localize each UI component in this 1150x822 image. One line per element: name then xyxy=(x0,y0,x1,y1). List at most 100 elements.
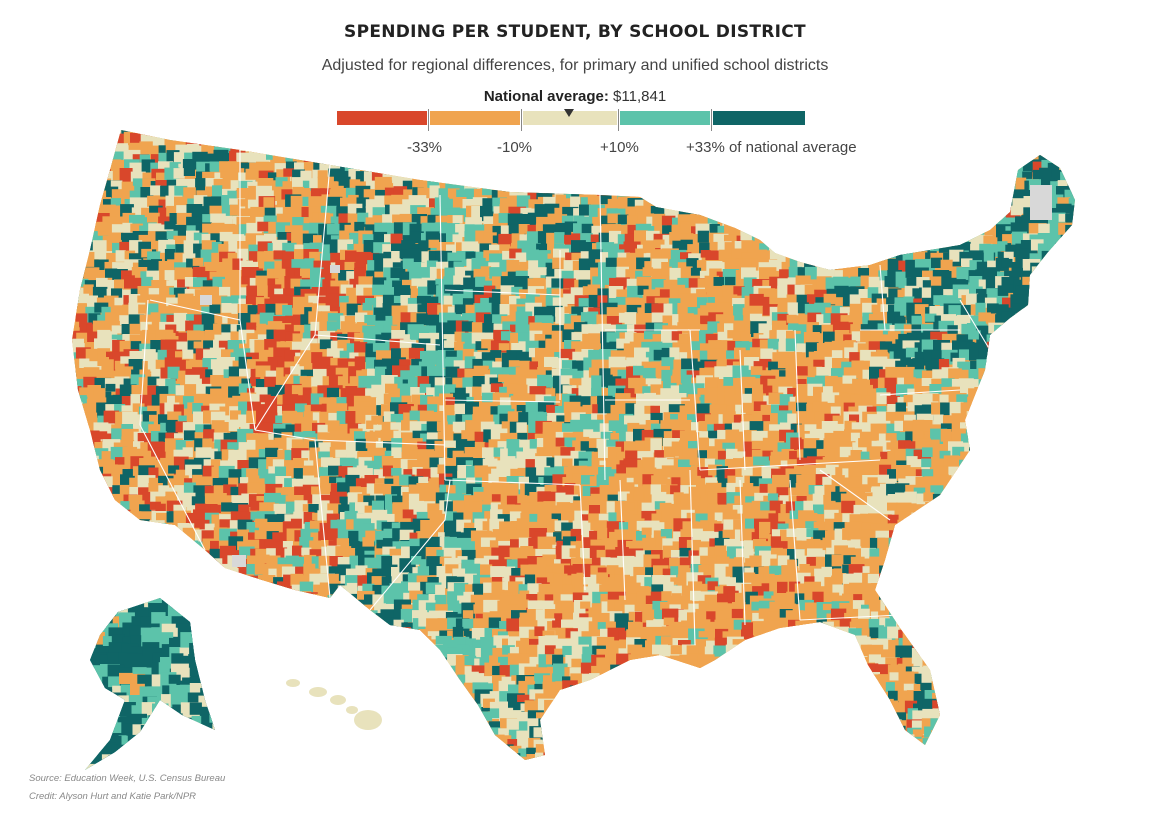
district-cell xyxy=(1006,430,1023,443)
district-cell xyxy=(844,251,856,265)
district-cell xyxy=(984,204,1000,223)
district-cell xyxy=(852,168,870,191)
district-cell xyxy=(931,257,943,268)
district-cell xyxy=(895,176,906,185)
district-cell xyxy=(1076,178,1092,194)
district-cell xyxy=(867,223,880,233)
district-cell xyxy=(84,189,99,208)
district-cell xyxy=(119,514,137,528)
district-cell xyxy=(497,167,510,177)
district-cell xyxy=(1060,442,1075,465)
district-cell xyxy=(121,518,138,536)
district-cell xyxy=(302,180,313,191)
district-cell xyxy=(481,167,496,178)
district-cell xyxy=(400,161,412,174)
district-cell xyxy=(528,199,539,209)
district-cell xyxy=(893,224,911,238)
district-cell xyxy=(995,492,1006,505)
district-cell xyxy=(1055,267,1067,282)
district-cell xyxy=(1047,477,1060,488)
district-cell xyxy=(1076,222,1091,237)
district-cell xyxy=(940,429,952,442)
district-cell xyxy=(902,171,915,186)
district-cell xyxy=(850,185,864,201)
district-cell xyxy=(1014,376,1029,394)
district-cell xyxy=(1038,322,1056,337)
district-cell xyxy=(292,132,303,145)
district-cell xyxy=(518,224,530,234)
district-cell xyxy=(309,142,324,155)
district-cell xyxy=(987,447,1000,460)
district-cell xyxy=(968,170,982,182)
district-cell xyxy=(812,180,831,193)
district-cell xyxy=(464,224,475,235)
district-cell xyxy=(956,487,973,501)
district-cell xyxy=(794,162,813,179)
district-cell xyxy=(839,167,852,182)
district-cell xyxy=(1068,304,1075,321)
district-cell xyxy=(834,154,851,173)
district-cell xyxy=(1076,290,1094,303)
district-cell xyxy=(1056,403,1072,417)
district-cell xyxy=(969,446,986,467)
district-cell xyxy=(848,384,859,394)
district-cell xyxy=(84,154,97,167)
district-cell xyxy=(72,130,77,141)
district-cell xyxy=(942,505,959,518)
district-cell xyxy=(1069,233,1075,248)
district-cell xyxy=(993,135,1008,150)
district-cell xyxy=(984,503,997,512)
district-cell xyxy=(194,330,205,342)
district-cell xyxy=(1039,339,1050,349)
district-cell xyxy=(77,158,88,169)
district-cell xyxy=(996,181,1010,193)
district-cell xyxy=(870,199,884,209)
district-cell xyxy=(1073,393,1075,411)
district-cell xyxy=(246,322,257,331)
district-cell xyxy=(79,466,92,479)
district-cell xyxy=(610,169,626,189)
district-cell xyxy=(166,230,178,240)
district-cell xyxy=(688,195,702,210)
district-cell xyxy=(1049,368,1062,384)
district-cell xyxy=(786,234,799,249)
district-cell xyxy=(817,224,830,238)
district-cell xyxy=(1023,392,1038,405)
district-cell xyxy=(1065,324,1075,345)
district-cell xyxy=(862,204,878,221)
district-cell xyxy=(960,241,971,251)
district-cell xyxy=(932,153,948,168)
district-cell xyxy=(996,465,1009,475)
district-cell xyxy=(129,323,143,335)
district-cell xyxy=(1010,132,1027,151)
district-cell xyxy=(1077,306,1089,320)
district-cell xyxy=(1010,222,1024,233)
district-cell xyxy=(670,375,681,383)
district-cell xyxy=(933,233,947,247)
district-cell xyxy=(911,324,922,334)
district-cell xyxy=(698,198,712,212)
district-cell xyxy=(988,486,1001,496)
district-cell xyxy=(1047,162,1059,172)
district-cell xyxy=(978,478,991,493)
district-cell xyxy=(1069,467,1075,486)
district-cell xyxy=(679,419,692,432)
district-cell xyxy=(471,322,483,333)
district-cell xyxy=(994,199,1009,216)
district-cell xyxy=(975,494,990,507)
district-cell xyxy=(169,213,184,225)
district-cell xyxy=(886,203,901,219)
district-cell xyxy=(94,213,110,225)
district-cell xyxy=(987,188,999,200)
district-cell xyxy=(727,199,745,218)
district-cell xyxy=(1004,467,1017,484)
district-cell xyxy=(1077,442,1092,456)
district-cell xyxy=(295,130,308,136)
district-cell xyxy=(974,406,992,427)
district-cell xyxy=(988,130,1001,138)
district-cell xyxy=(110,232,124,244)
district-cell xyxy=(72,143,79,159)
district-cell xyxy=(1076,413,1089,425)
district-cell xyxy=(1050,284,1061,294)
